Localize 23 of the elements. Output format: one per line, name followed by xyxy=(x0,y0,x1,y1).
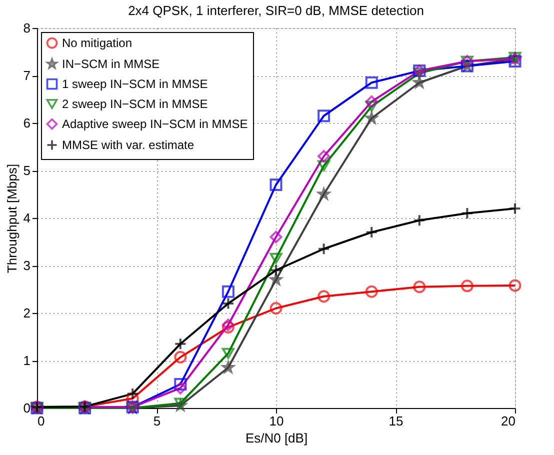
x-tick-label: 15 xyxy=(388,414,404,428)
y-tick-label: 1 xyxy=(23,353,30,368)
chart-title: 2x4 QPSK, 1 interferer, SIR=0 dB, MMSE detection xyxy=(128,3,424,18)
legend-label: MMSE with var. estimate xyxy=(62,138,194,152)
x-tick-label: 5 xyxy=(153,414,161,428)
y-tick-label: 5 xyxy=(23,163,30,178)
y-tick-label: 0 xyxy=(23,400,30,416)
legend-label: 2 sweep IN−SCM in MMSE xyxy=(62,97,208,111)
x-axis-title: Es/N0 [dB] xyxy=(245,430,308,446)
y-tick-label: 4 xyxy=(23,210,30,226)
legend-label: IN−SCM in MMSE xyxy=(62,57,160,71)
y-tick-label: 3 xyxy=(23,258,30,273)
legend-label: Adaptive sweep IN−SCM in MMSE xyxy=(62,117,248,131)
x-tick-label: 20 xyxy=(501,414,516,428)
y-tick-label: 6 xyxy=(23,116,30,130)
legend-label: No mitigation xyxy=(62,36,132,50)
y-axis-title: Throughput [Mbps] xyxy=(4,164,20,274)
y-tick-label: 2 xyxy=(23,306,30,320)
y-tick-label: 7 xyxy=(23,68,30,83)
y-tick-label: 8 xyxy=(23,20,30,36)
legend-label: 1 sweep IN−SCM in MMSE xyxy=(62,77,208,91)
x-tick-label: 0 xyxy=(38,414,45,428)
x-tick-label: 10 xyxy=(269,414,284,428)
